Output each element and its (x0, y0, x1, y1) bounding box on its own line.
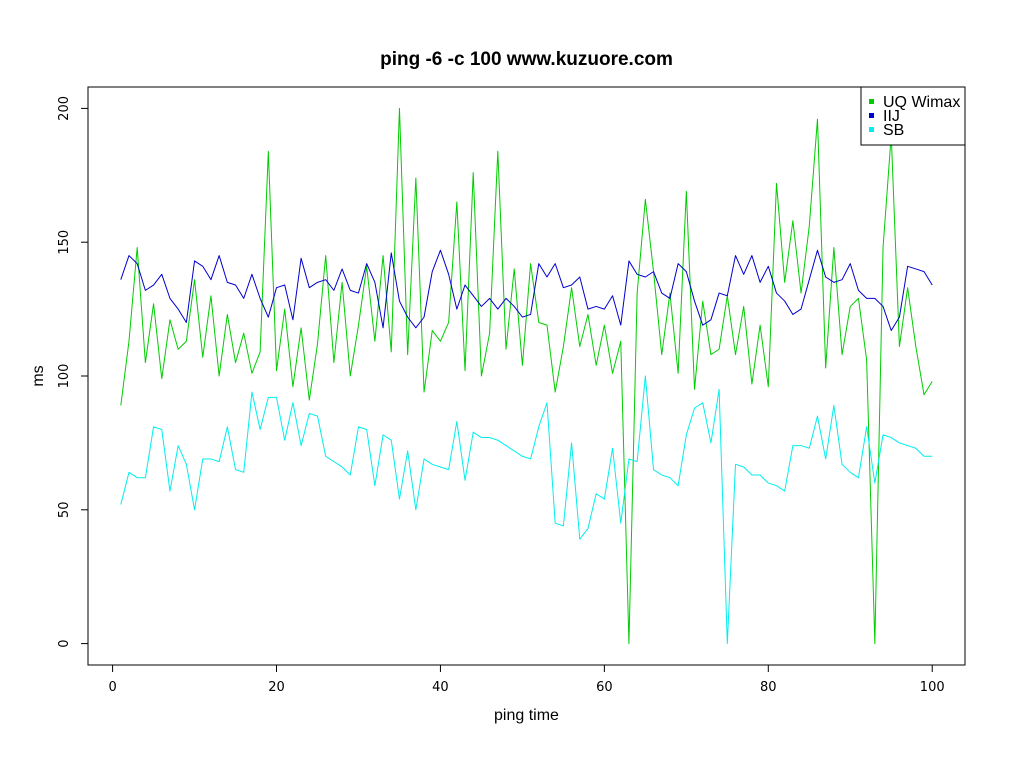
y-tick-label: 100 (57, 364, 72, 389)
legend-label: SB (883, 122, 904, 139)
legend-swatch (869, 113, 874, 118)
legend-label: IIJ (883, 108, 900, 125)
legend-label: UQ Wimax (883, 94, 960, 111)
x-tick-label: 100 (920, 680, 945, 695)
x-tick-label: 40 (432, 680, 449, 695)
chart-title: ping -6 -c 100 www.kuzuore.com (380, 49, 673, 70)
x-tick-label: 20 (268, 680, 285, 695)
x-axis-label: ping time (494, 707, 559, 724)
y-tick-label: 0 (57, 639, 72, 647)
y-tick-label: 50 (57, 502, 72, 519)
y-axis: 0 50 100 150 200 (57, 96, 89, 648)
y-tick-label: 150 (57, 230, 72, 255)
legend-swatch (869, 99, 874, 104)
legend-swatch (869, 127, 874, 132)
x-tick-label: 0 (108, 680, 116, 695)
y-axis-label: ms (30, 365, 47, 386)
legend-box (860, 86, 966, 146)
series-layer (120, 107, 933, 645)
series-line-uq-wimax (120, 107, 933, 645)
x-tick-label: 60 (596, 680, 613, 695)
series-line-iij (120, 249, 933, 332)
series-line-sb (120, 375, 933, 645)
x-tick-label: 80 (760, 680, 777, 695)
x-axis: 0 20 40 60 80 100 (108, 664, 945, 695)
y-tick-label: 200 (57, 96, 72, 121)
